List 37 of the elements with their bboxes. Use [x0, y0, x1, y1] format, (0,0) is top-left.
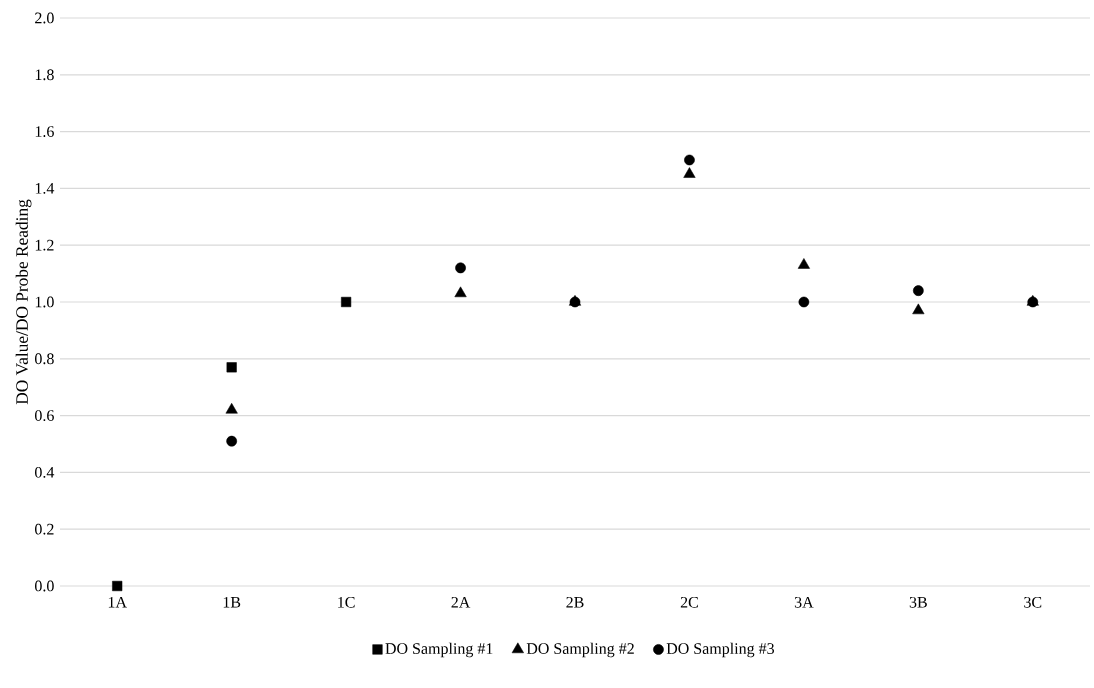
- point: [225, 402, 238, 414]
- x-tick-label: 1A: [108, 596, 127, 608]
- point: [798, 296, 810, 308]
- point: [341, 296, 352, 308]
- y-tick-label: 1.6: [35, 126, 54, 138]
- y-tick-label: 0.6: [35, 410, 54, 422]
- x-tick-label: 1C: [338, 596, 355, 608]
- x-tick-label: 1B: [223, 596, 241, 608]
- legend-label: DO Sampling #3: [666, 642, 775, 658]
- point: [912, 303, 925, 315]
- x-tick-label: 2A: [451, 596, 471, 608]
- point: [683, 167, 696, 178]
- legend-label: DO Sampling #2: [526, 642, 634, 658]
- x-tick-label: 3C: [1024, 596, 1042, 608]
- point: [913, 285, 924, 296]
- y-tick-label: 0.4: [35, 466, 55, 478]
- y-tick-label: 0.8: [35, 353, 54, 365]
- x-tick-label: 2B: [566, 596, 584, 608]
- point: [454, 286, 467, 298]
- point: [112, 580, 123, 592]
- y-axis-title: DO Value/DO Probe Reading: [15, 199, 32, 405]
- point: [226, 435, 238, 447]
- y-tick-label: 0.0: [35, 580, 54, 592]
- point: [684, 154, 695, 166]
- x-tick-label: 3A: [794, 596, 814, 608]
- y-tick-label: 0.2: [35, 523, 54, 535]
- y-tick-label: 2.0: [35, 12, 54, 24]
- y-tick-label: 1.4: [35, 183, 55, 194]
- x-tick-label: 2C: [680, 596, 698, 608]
- point: [455, 262, 466, 274]
- y-tick-label: 1.2: [35, 239, 54, 251]
- point: [226, 362, 237, 373]
- y-tick-label: 1.8: [35, 69, 54, 81]
- legend-label: DO Sampling #1: [385, 642, 493, 658]
- point: [797, 258, 810, 269]
- y-tick-label: 1.0: [35, 296, 54, 308]
- x-tick-label: 3B: [909, 596, 927, 608]
